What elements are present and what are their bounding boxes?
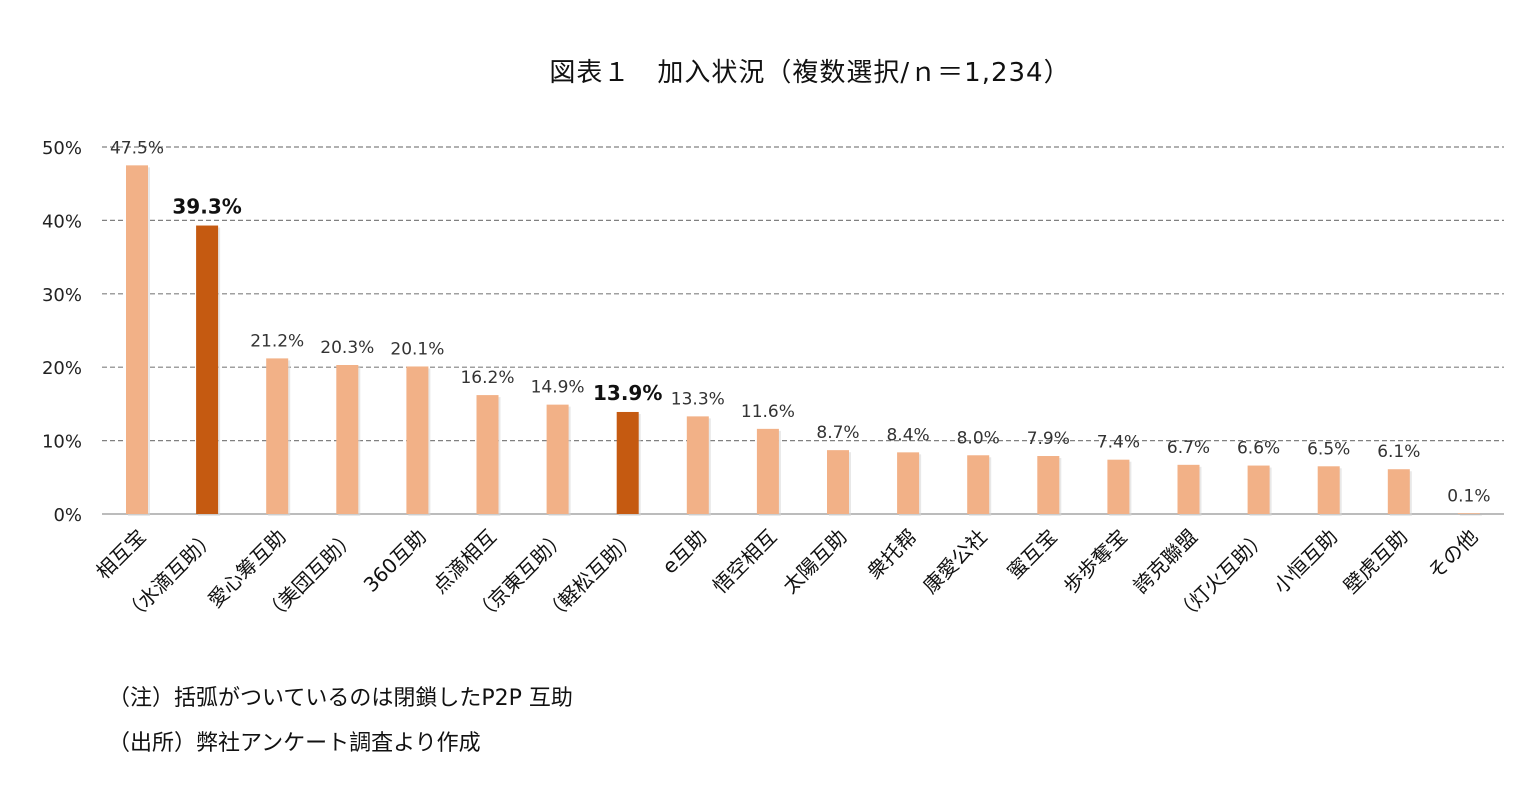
x-tick-label: 歩歩奪宝	[1058, 525, 1132, 599]
y-tick-label: 50%	[42, 138, 82, 159]
bar	[686, 416, 709, 514]
x-tick-label: その他	[1423, 525, 1482, 584]
x-tick-label: 点滴相互	[427, 525, 501, 599]
bar	[1457, 513, 1480, 514]
bar	[967, 455, 990, 514]
value-label: 8.7%	[816, 423, 859, 443]
value-label: 20.1%	[390, 339, 444, 359]
value-label: 39.3%	[172, 195, 241, 219]
bar	[616, 411, 639, 514]
x-tick-label: 誇克聯盟	[1128, 525, 1202, 599]
source-note: （出所）弊社アンケート調査より作成	[108, 731, 481, 756]
y-tick-label: 0%	[53, 505, 82, 526]
value-label: 6.6%	[1237, 439, 1280, 459]
value-label: 7.4%	[1097, 433, 1140, 453]
value-label: 6.5%	[1307, 439, 1350, 459]
bar	[1037, 456, 1060, 514]
bar	[546, 404, 569, 514]
x-tick-label: 壁虎互助	[1339, 525, 1413, 599]
value-label: 8.4%	[886, 425, 929, 445]
bar	[1107, 459, 1130, 514]
x-tick-label: 太陽互助	[778, 525, 852, 599]
bar	[406, 366, 429, 514]
x-tick-label: 小恒互助	[1269, 525, 1343, 599]
bar	[1177, 464, 1200, 514]
value-label: 16.2%	[460, 368, 514, 388]
value-label: 21.2%	[250, 331, 304, 351]
bar	[266, 358, 289, 514]
y-tick-label: 30%	[42, 285, 82, 306]
bar	[196, 225, 219, 514]
bar	[1387, 469, 1410, 514]
value-label: 6.7%	[1167, 438, 1210, 458]
bar	[756, 428, 779, 514]
bar	[336, 364, 359, 514]
value-label: 6.1%	[1377, 442, 1420, 462]
y-axis-ticks: 0% 10% 20% 30% 40% 50%	[42, 138, 82, 526]
x-axis-labels: 相互宝（水滴互助）愛心筹互助（美団互助）360互助点滴相互（京東互助）（軽松互助…	[91, 525, 1482, 627]
x-tick-label: 衆托帮	[862, 525, 921, 584]
gridlines	[102, 146, 1504, 515]
value-labels: 47.5% 39.3% 21.2% 20.3% 20.1% 16.2% 14.9% 13.9%…	[110, 138, 1491, 506]
value-label: 8.0%	[957, 428, 1000, 448]
y-tick-label: 20%	[42, 358, 82, 379]
bars	[126, 165, 1482, 516]
bar	[1317, 466, 1340, 514]
value-label: 13.3%	[671, 389, 725, 409]
bar	[126, 165, 148, 514]
y-tick-label: 10%	[42, 432, 82, 453]
value-label: 7.9%	[1027, 429, 1070, 449]
x-tick-label: 相互宝	[91, 525, 150, 584]
chart-title: 図表１ 加入状況（複数選択/ｎ＝1,234）	[549, 58, 1071, 88]
value-label: 14.9%	[531, 378, 585, 398]
bar-shadow	[1459, 515, 1482, 516]
x-tick-label: e互助	[657, 525, 711, 579]
bar	[476, 395, 499, 514]
value-label: 13.9%	[593, 381, 662, 405]
value-label: 47.5%	[110, 138, 164, 158]
footnote: （注）括弧がついているのは閉鎖したP2P 互助	[108, 686, 573, 711]
x-tick-label: 康愛公社	[918, 525, 992, 599]
value-label: 20.3%	[320, 338, 374, 358]
value-label: 11.6%	[741, 402, 795, 422]
bar	[827, 450, 849, 514]
x-tick-label: 悟空相互	[708, 525, 782, 599]
x-tick-label: 360互助	[359, 525, 431, 597]
y-tick-label: 40%	[42, 211, 82, 232]
x-tick-label: 蜜互宝	[1002, 525, 1061, 584]
bar	[1247, 465, 1270, 514]
value-label: 0.1%	[1447, 486, 1490, 506]
bar	[897, 452, 920, 514]
